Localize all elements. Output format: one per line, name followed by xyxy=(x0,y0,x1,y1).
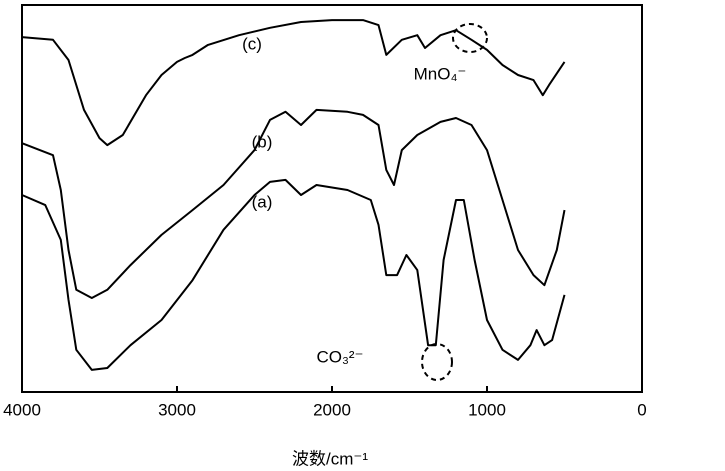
series-label: (b) xyxy=(252,132,273,151)
plot-frame xyxy=(21,4,643,393)
x-tick-label: 1000 xyxy=(468,400,506,419)
series-label: (a) xyxy=(252,192,273,211)
x-tick-label: 4000 xyxy=(3,400,41,419)
spectrum-line xyxy=(21,19,566,147)
spectrum-line xyxy=(21,178,566,371)
x-tick-label: 0 xyxy=(637,400,646,419)
spectrum-line xyxy=(21,108,566,299)
x-tick-label: 2000 xyxy=(313,400,351,419)
highlight-circle xyxy=(452,23,488,53)
series-label: (c) xyxy=(242,34,262,53)
x-axis-label: 波数/cm⁻¹ xyxy=(292,449,368,468)
x-tick-label: 3000 xyxy=(158,400,196,419)
annotation: MnO₄⁻ xyxy=(414,64,467,83)
highlight-circle xyxy=(421,343,453,381)
annotation: CO₃²⁻ xyxy=(316,347,363,366)
